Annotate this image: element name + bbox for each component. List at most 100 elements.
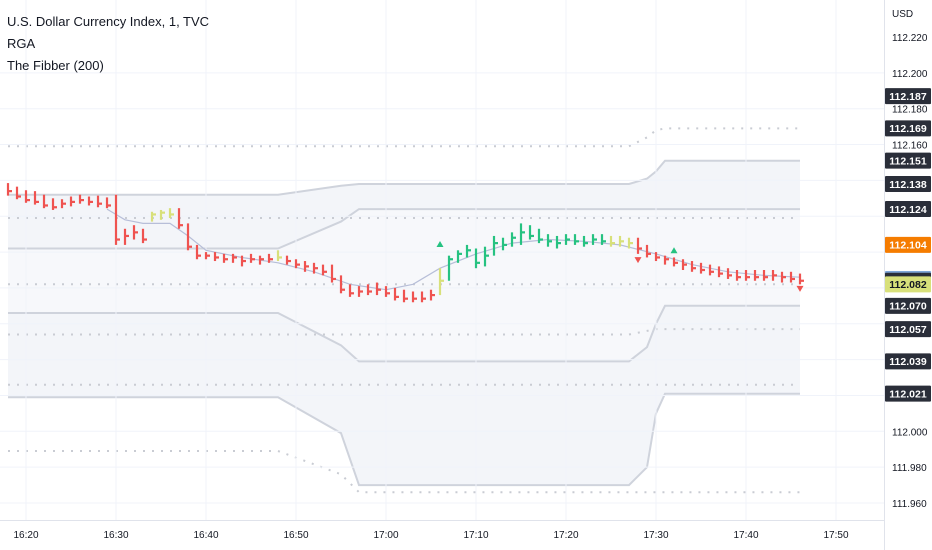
ma-line — [106, 208, 801, 291]
indicator-rga[interactable]: RGA — [7, 36, 36, 51]
x-tick-label: 16:40 — [193, 530, 218, 541]
price-label-box — [885, 297, 931, 314]
price-label-box — [885, 276, 931, 293]
x-tick-label: 17:30 — [643, 530, 668, 541]
ohlc-bar — [6, 183, 12, 196]
x-tick-label: 17:00 — [373, 530, 398, 541]
price-label-box — [885, 152, 931, 169]
ohlc-bar — [150, 211, 156, 222]
ohlc-bar — [249, 253, 255, 263]
ohlc-bar — [258, 255, 264, 265]
fibber-bands — [8, 127, 800, 494]
price-label-text: 112.104 — [889, 240, 927, 252]
price-label-box — [885, 385, 931, 402]
ohlc-bar — [411, 291, 417, 303]
ohlc-bar — [771, 270, 777, 281]
indicator-fibber[interactable]: The Fibber (200) — [7, 58, 104, 73]
ohlc-bar — [582, 235, 588, 247]
price-label-box — [885, 353, 931, 370]
ohlc-bar — [618, 235, 624, 247]
price-label-box — [885, 236, 931, 253]
ohlc-bar — [159, 209, 165, 220]
price-label-text: 112.057 — [889, 324, 927, 336]
ohlc-bar — [492, 235, 498, 256]
ohlc-bar — [384, 286, 390, 297]
price-bars — [6, 183, 804, 303]
ohlc-bar — [546, 234, 552, 247]
y-tick-label: 112.180 — [892, 105, 928, 116]
price-label: 112.070 — [885, 297, 931, 314]
ohlc-bar — [24, 190, 30, 203]
price-label-text: 112.151 — [889, 155, 927, 167]
y-tick-label: 111.980 — [892, 463, 927, 474]
ohlc-bar — [672, 257, 678, 267]
price-label: 112.138 — [885, 175, 931, 192]
ohlc-bar — [348, 284, 354, 297]
ohlc-bar — [276, 250, 282, 262]
currency-label: USD — [892, 9, 914, 20]
ohlc-bar — [393, 287, 399, 301]
ohlc-bar — [132, 225, 138, 240]
ohlc-bar — [762, 270, 768, 281]
ohlc-bar — [528, 225, 534, 240]
symbol-title[interactable]: U.S. Dollar Currency Index, 1, TVC — [7, 14, 210, 29]
fib-solid-level — [8, 208, 800, 250]
ohlc-bar — [303, 261, 309, 272]
ohlc-bar — [627, 237, 633, 249]
y-tick-label: 112.160 — [892, 141, 928, 152]
fib-dotted-level — [8, 328, 800, 336]
moving-average — [106, 208, 801, 291]
ohlc-bar — [564, 234, 570, 245]
price-label: 112.151 — [885, 152, 931, 169]
fib-solid-level — [8, 159, 800, 196]
ohlc-bar — [717, 266, 723, 278]
price-label-text: 112.070 — [889, 301, 927, 313]
buy-signal-marker — [436, 241, 444, 248]
ohlc-bar — [96, 195, 102, 208]
x-tick-label: 16:20 — [13, 530, 38, 541]
price-label-box — [885, 201, 931, 218]
ohlc-bar — [780, 271, 786, 283]
ohlc-bar — [501, 237, 507, 251]
ohlc-bar — [609, 235, 615, 247]
ohlc-bar — [123, 228, 129, 245]
price-label-text: 112.187 — [889, 91, 927, 103]
time-axis-bg — [0, 520, 884, 550]
ohlc-bar — [420, 291, 426, 303]
price-label: 112.057 — [885, 321, 931, 338]
ohlc-bar — [429, 289, 435, 301]
ohlc-bar — [447, 255, 453, 281]
ohlc-bar — [375, 282, 381, 296]
price-label-box — [885, 175, 931, 192]
price-label-text: 112.082 — [889, 279, 927, 291]
ohlc-bar — [681, 259, 687, 270]
ohlc-bar — [483, 246, 489, 267]
ohlc-bar — [357, 286, 363, 297]
ohlc-bar — [195, 244, 201, 260]
ohlc-bar — [402, 289, 408, 303]
price-label-text: 112.039 — [889, 356, 927, 368]
ohlc-bar — [312, 262, 318, 274]
ohlc-bar — [114, 194, 120, 245]
ohlc-bar — [15, 186, 21, 200]
ohlc-bar — [366, 284, 372, 296]
y-tick-label: 111.960 — [892, 499, 927, 510]
ohlc-bar — [798, 273, 804, 285]
ohlc-bar — [177, 208, 183, 229]
ohlc-bar — [600, 234, 606, 245]
ohlc-bar — [753, 270, 759, 281]
x-tick-label: 17:20 — [553, 530, 578, 541]
ohlc-bar — [141, 228, 147, 244]
ohlc-bar — [222, 253, 228, 263]
ohlc-bar — [645, 244, 651, 258]
ohlc-bar — [555, 235, 561, 249]
price-label-text: 112.169 — [889, 123, 927, 135]
ohlc-bar — [33, 191, 39, 205]
ohlc-bar — [690, 261, 696, 272]
ohlc-bar — [330, 264, 336, 283]
signal-markers — [436, 241, 804, 292]
price-label: 112.169 — [885, 120, 931, 137]
price-label-box — [885, 88, 931, 105]
